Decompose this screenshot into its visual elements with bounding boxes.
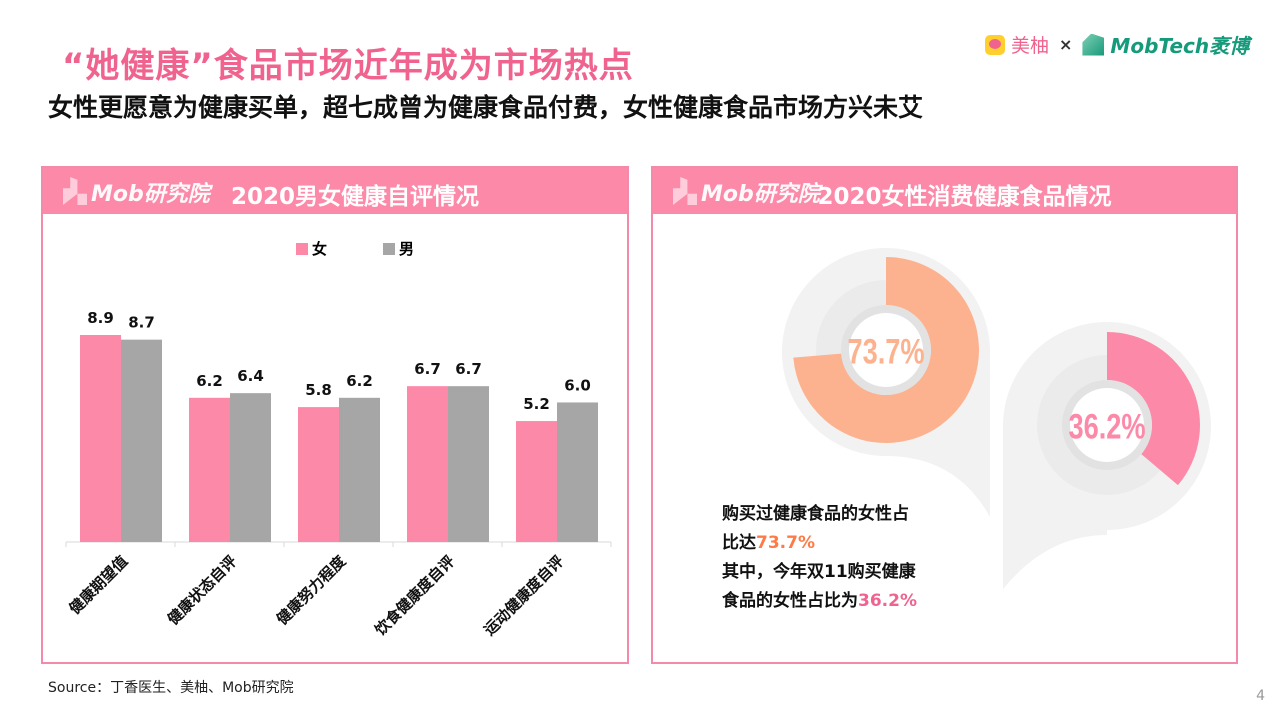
desc-text: 食品的女性占比为 (722, 591, 858, 611)
mobtech-logo-text: MobTech袤博 (1110, 34, 1250, 58)
desc-line: 其中，今年双11购买健康 (722, 562, 916, 582)
donut-center (1070, 388, 1144, 462)
meiyou-logo-text: 美柚 (1011, 35, 1050, 57)
bar-male (121, 339, 162, 542)
bar-male (448, 386, 489, 542)
desc-line: 比达73.7% (722, 529, 917, 558)
category-label: 运动健康度自评 (480, 552, 567, 639)
desc-value: 73.7% (756, 533, 815, 553)
legend-male: 男 (383, 238, 414, 259)
data-label: 6.2 (196, 372, 223, 390)
donut-label: 36.2% (1068, 407, 1145, 446)
mob-research-logo: Mob研究院 (63, 176, 210, 208)
data-label: 8.7 (128, 314, 155, 332)
donut-center (849, 313, 923, 387)
mobtech-logo-icon (1082, 33, 1105, 56)
page-subtitle: 女性更愿意为健康买单，超七成曾为健康食品付费，女性健康食品市场方兴未艾 (48, 93, 924, 122)
mob-logo-text: Mob研究院 (701, 182, 820, 207)
desc-line: 食品的女性占比为36.2% (722, 587, 917, 616)
bar-female (516, 421, 557, 542)
data-label: 8.9 (87, 309, 114, 327)
mob-research-logo: Mob研究院 (673, 176, 820, 208)
panel-title: 2020男女健康自评情况 (230, 184, 479, 210)
donut-label: 73.7% (847, 332, 924, 371)
meiyou-logo-icon (985, 34, 1005, 55)
page-number: 4 (1256, 688, 1265, 704)
bar-male (339, 397, 380, 542)
bar-male (557, 402, 598, 542)
bar-female (189, 397, 230, 542)
legend-label: 男 (399, 240, 415, 258)
panel-header: Mob研究院 2020女性消费健康食品情况 (653, 168, 1236, 214)
desc-value: 36.2% (858, 591, 917, 611)
data-label: 6.7 (414, 360, 441, 378)
data-label: 6.4 (237, 367, 264, 385)
panel-header: Mob研究院 2020男女健康自评情况 (43, 168, 627, 214)
donut-slice (793, 257, 979, 443)
times-sign: × (1059, 35, 1073, 54)
brand-logos: 美柚 × MobTech袤博 (985, 30, 1249, 59)
donut-slice (1107, 332, 1200, 486)
legend-swatch (296, 242, 308, 255)
data-label: 5.2 (523, 395, 550, 413)
page-title: “她健康”食品市场近年成为市场热点 (62, 46, 634, 86)
data-label: 6.2 (346, 372, 373, 390)
category-label: 饮食健康度自评 (371, 552, 459, 640)
bar-female (298, 407, 339, 542)
desc-text: 比达 (722, 533, 756, 553)
description-text: 购买过健康食品的女性占 比达73.7% 其中，今年双11购买健康 食品的女性占比… (722, 500, 917, 616)
category-label: 健康状态自评 (164, 552, 240, 628)
legend-swatch (383, 242, 395, 255)
panel-title: 2020女性消费健康食品情况 (817, 184, 1112, 210)
legend-label: 女 (312, 240, 328, 258)
legend-female: 女 (296, 238, 327, 259)
category-label: 健康期望值 (66, 552, 132, 618)
mob-logo-text: Mob研究院 (91, 182, 210, 207)
source-note: Source：丁香医生、美柚、Mob研究院 (48, 680, 294, 696)
desc-line: 购买过健康食品的女性占 (722, 504, 909, 524)
bar-male (230, 393, 271, 542)
bar-female (80, 335, 121, 542)
data-label: 6.7 (455, 360, 482, 378)
data-label: 6.0 (564, 376, 591, 394)
bar-female (407, 386, 448, 542)
data-label: 5.8 (305, 381, 332, 399)
category-label: 健康努力程度 (273, 551, 350, 628)
